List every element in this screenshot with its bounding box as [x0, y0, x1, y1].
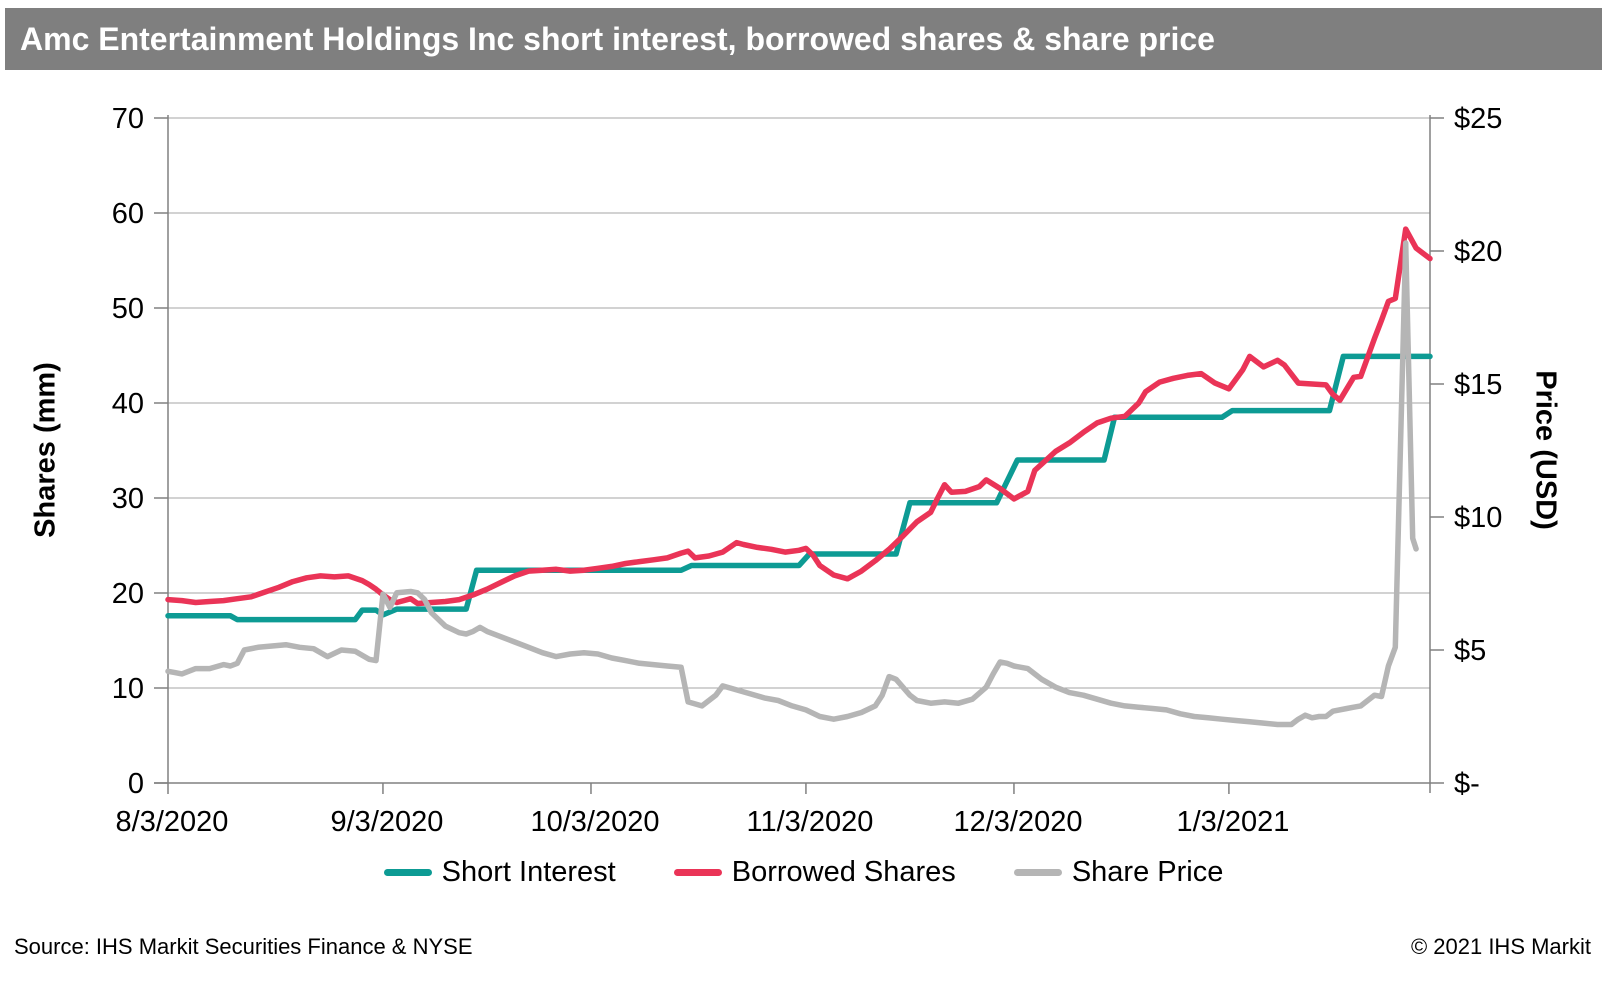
- footer-source: Source: IHS Markit Securities Finance & …: [14, 934, 473, 959]
- short-interest-swatch-icon: [383, 869, 432, 876]
- y-left-tick-label: 20: [112, 578, 144, 610]
- x-tick-label: 11/3/2020: [746, 806, 873, 838]
- y-right-tick-label: $5: [1454, 635, 1486, 667]
- legend-label: Share Price: [1071, 856, 1224, 888]
- legend-item-borrowed-shares: Borrowed Shares: [673, 856, 956, 889]
- short-interest-line: [165, 353, 1433, 623]
- share-price-swatch-icon: [1013, 869, 1062, 876]
- y-left-tick-label: 0: [128, 768, 144, 800]
- share-price-line: [165, 240, 1419, 728]
- y-axis-left-title: Shares (mm): [29, 362, 62, 538]
- borrowed-shares-line: [165, 226, 1433, 607]
- y-right-tick-label: $15: [1454, 369, 1502, 401]
- y-left-tick-label: 40: [112, 388, 144, 420]
- legend-label: Borrowed Shares: [731, 856, 956, 888]
- y-right-tick-label: $20: [1454, 236, 1502, 268]
- x-tick-label: 1/3/2021: [1176, 806, 1289, 838]
- y-axis-right-title: Price (USD): [1529, 370, 1562, 530]
- y-left-tick-label: 30: [112, 483, 144, 515]
- page-title: Amc Entertainment Holdings Inc short int…: [20, 20, 1215, 57]
- footer-copyright: © 2021 IHS Markit: [1410, 934, 1591, 959]
- y-left-tick-label: 50: [112, 293, 144, 325]
- y-right-tick-label: $10: [1454, 502, 1502, 534]
- legend-label: Short Interest: [441, 856, 616, 888]
- footer: Source: IHS Markit Securities Finance & …: [0, 928, 1607, 972]
- y-right-tick-label: $25: [1454, 103, 1502, 135]
- x-tick-label: 10/3/2020: [530, 806, 659, 838]
- legend: Short Interest Borrowed Shares Share Pri…: [0, 856, 1607, 889]
- x-tick-label: 9/3/2020: [331, 806, 444, 838]
- y-left-tick-label: 70: [112, 103, 144, 135]
- legend-item-short-interest: Short Interest: [383, 856, 616, 889]
- y-left-tick-label: 10: [112, 673, 144, 705]
- x-tick-label: 8/3/2020: [116, 806, 229, 838]
- y-right-tick-label: $-: [1454, 768, 1480, 800]
- x-tick-label: 12/3/2020: [953, 806, 1082, 838]
- chart-title-bar: Amc Entertainment Holdings Inc short int…: [5, 8, 1602, 70]
- borrowed-shares-swatch-icon: [673, 869, 722, 876]
- legend-item-share-price: Share Price: [1013, 856, 1224, 889]
- y-left-tick-label: 60: [112, 198, 144, 230]
